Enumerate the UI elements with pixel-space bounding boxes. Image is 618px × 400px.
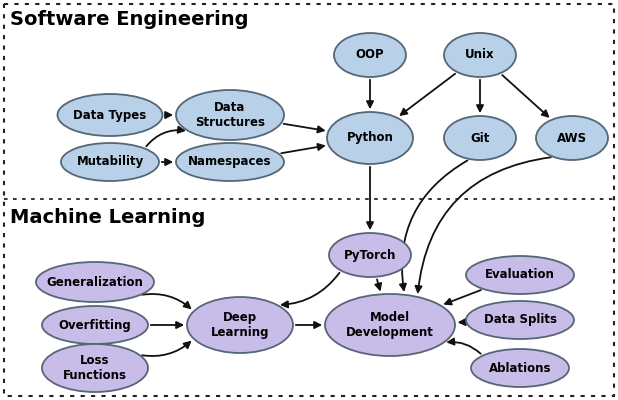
Ellipse shape bbox=[36, 262, 154, 302]
Text: Overfitting: Overfitting bbox=[59, 318, 132, 332]
FancyArrowPatch shape bbox=[448, 338, 481, 354]
Ellipse shape bbox=[444, 33, 516, 77]
Ellipse shape bbox=[42, 306, 148, 344]
Text: AWS: AWS bbox=[557, 132, 587, 144]
FancyArrowPatch shape bbox=[415, 157, 551, 292]
FancyArrowPatch shape bbox=[284, 124, 324, 132]
Text: Software Engineering: Software Engineering bbox=[10, 10, 248, 29]
FancyArrowPatch shape bbox=[400, 74, 455, 115]
FancyArrowPatch shape bbox=[477, 80, 483, 111]
Ellipse shape bbox=[57, 94, 163, 136]
Ellipse shape bbox=[325, 294, 455, 356]
Ellipse shape bbox=[61, 143, 159, 181]
Ellipse shape bbox=[42, 344, 148, 392]
Ellipse shape bbox=[536, 116, 608, 160]
FancyArrowPatch shape bbox=[502, 75, 548, 116]
Text: Evaluation: Evaluation bbox=[485, 268, 555, 282]
Text: OOP: OOP bbox=[356, 48, 384, 62]
FancyArrowPatch shape bbox=[146, 127, 184, 146]
Text: Model
Development: Model Development bbox=[346, 311, 434, 339]
Text: Ablations: Ablations bbox=[489, 362, 551, 374]
Text: Data Splits: Data Splits bbox=[483, 314, 556, 326]
Ellipse shape bbox=[466, 256, 574, 294]
Ellipse shape bbox=[334, 33, 406, 77]
Ellipse shape bbox=[187, 297, 293, 353]
FancyArrowPatch shape bbox=[142, 342, 190, 356]
FancyArrowPatch shape bbox=[282, 273, 339, 308]
FancyArrowPatch shape bbox=[151, 322, 182, 328]
Text: Data
Structures: Data Structures bbox=[195, 101, 265, 129]
Text: Unix: Unix bbox=[465, 48, 495, 62]
Text: Generalization: Generalization bbox=[46, 276, 143, 288]
Ellipse shape bbox=[444, 116, 516, 160]
FancyArrowPatch shape bbox=[142, 294, 190, 308]
Text: Python: Python bbox=[347, 132, 394, 144]
Text: Data Types: Data Types bbox=[74, 108, 146, 122]
FancyArrowPatch shape bbox=[296, 322, 320, 328]
Ellipse shape bbox=[176, 90, 284, 140]
FancyArrowPatch shape bbox=[445, 290, 481, 304]
Text: Machine Learning: Machine Learning bbox=[10, 208, 205, 227]
FancyArrowPatch shape bbox=[162, 159, 171, 165]
Ellipse shape bbox=[176, 143, 284, 181]
FancyArrowPatch shape bbox=[367, 80, 373, 107]
FancyArrowPatch shape bbox=[375, 280, 381, 290]
FancyArrowPatch shape bbox=[367, 167, 373, 228]
FancyArrowPatch shape bbox=[281, 144, 324, 153]
Ellipse shape bbox=[466, 301, 574, 339]
Text: Loss
Functions: Loss Functions bbox=[63, 354, 127, 382]
Text: Deep
Learning: Deep Learning bbox=[211, 311, 269, 339]
Ellipse shape bbox=[329, 233, 411, 277]
Text: Namespaces: Namespaces bbox=[188, 156, 272, 168]
Ellipse shape bbox=[471, 349, 569, 387]
Text: Mutability: Mutability bbox=[77, 156, 143, 168]
FancyArrowPatch shape bbox=[460, 319, 466, 325]
FancyArrowPatch shape bbox=[400, 160, 467, 290]
Ellipse shape bbox=[327, 112, 413, 164]
FancyArrowPatch shape bbox=[165, 112, 171, 118]
Text: Git: Git bbox=[470, 132, 489, 144]
Text: PyTorch: PyTorch bbox=[344, 248, 396, 262]
